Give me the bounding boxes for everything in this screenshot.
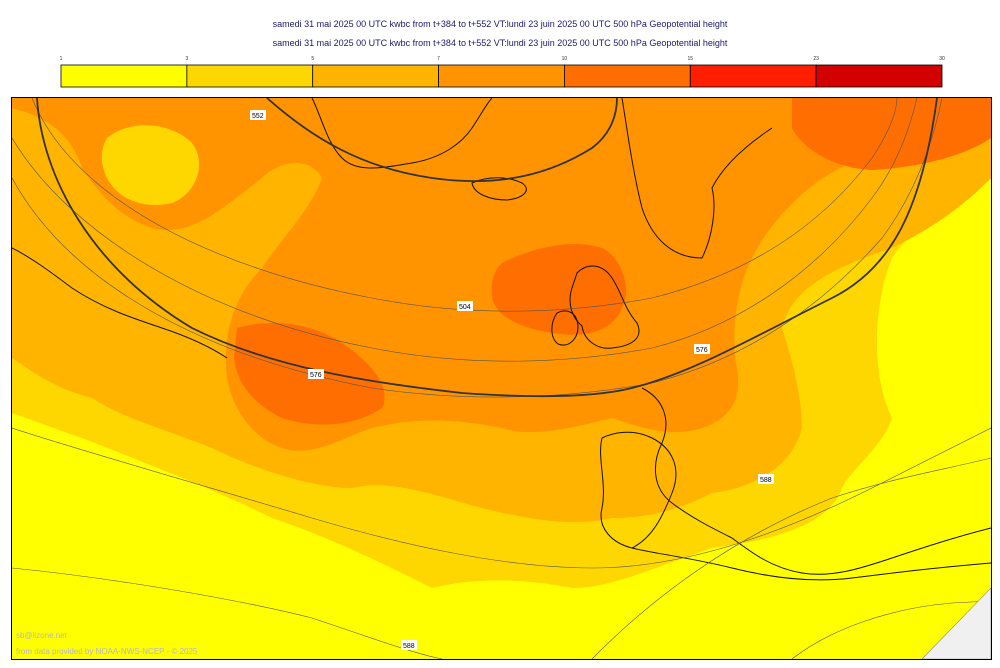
- isolines: [12, 98, 991, 659]
- color-legend: 1 3 5 7 10 15 23 30: [60, 56, 945, 88]
- coastlines: [12, 98, 991, 581]
- legend-box-4: [564, 64, 691, 88]
- legend-box-6: [815, 64, 943, 88]
- chart-title-line-2: samedi 31 mai 2025 00 UTC kwbc from t+38…: [272, 38, 728, 48]
- legend-box-0: [60, 64, 188, 88]
- legend-tick-23: 23: [813, 56, 819, 62]
- legend-tick-1: 1: [60, 56, 63, 62]
- contour-label-576-east: 576: [696, 347, 708, 354]
- legend-box-1: [186, 64, 314, 88]
- contour-552: [266, 98, 618, 183]
- scandinavia-coast: [621, 98, 773, 259]
- legend-tick-30: 30: [939, 56, 945, 62]
- map-panel: 504 576 576 588 588 552: [11, 97, 992, 660]
- legend-box-2: [312, 64, 439, 88]
- band-level-5: [491, 243, 626, 335]
- legend-tick-15: 15: [688, 56, 694, 62]
- chart-title-line-1: samedi 31 mai 2025 00 UTC kwbc from t+38…: [272, 19, 728, 29]
- greenland-coast: [311, 98, 493, 169]
- contour-label-552: 552: [252, 113, 264, 120]
- legend-tick-7: 7: [437, 56, 440, 62]
- europe-coast: [641, 387, 991, 575]
- legend-tick-5: 5: [311, 56, 314, 62]
- main-contours: [36, 98, 938, 398]
- credit-source: from data provided by NOAA-NWS-NCEP - © …: [16, 647, 198, 656]
- contour-labels: 504 576 576 588 588 552: [250, 110, 774, 650]
- legend-box-5: [689, 64, 817, 88]
- ireland-coast: [551, 310, 579, 346]
- north-america-coast: [12, 247, 228, 359]
- band-level-5-east: [792, 98, 991, 170]
- legend-color-boxes: [60, 64, 943, 88]
- contour-label-588-east: 588: [760, 477, 772, 484]
- iceland-coast: [471, 177, 527, 201]
- off-domain-area: [921, 587, 991, 659]
- contour-576: [36, 98, 938, 398]
- credit-site: sb@lizone.net: [16, 631, 67, 640]
- band-level-2-nw: [101, 125, 200, 206]
- legend-tick-labels: 1 3 5 7 10 15 23 30: [60, 56, 945, 62]
- contour-label-588-south: 588: [403, 643, 415, 650]
- contour-label-504: 504: [459, 304, 471, 311]
- map-canvas: 504 576 576 588 588 552: [12, 98, 991, 659]
- africa-coast: [631, 547, 991, 581]
- legend-tick-3: 3: [185, 56, 188, 62]
- legend-box-3: [438, 64, 565, 88]
- contour-label-576-west: 576: [310, 372, 322, 379]
- iberia-coast: [600, 431, 677, 549]
- legend-tick-10: 10: [562, 56, 568, 62]
